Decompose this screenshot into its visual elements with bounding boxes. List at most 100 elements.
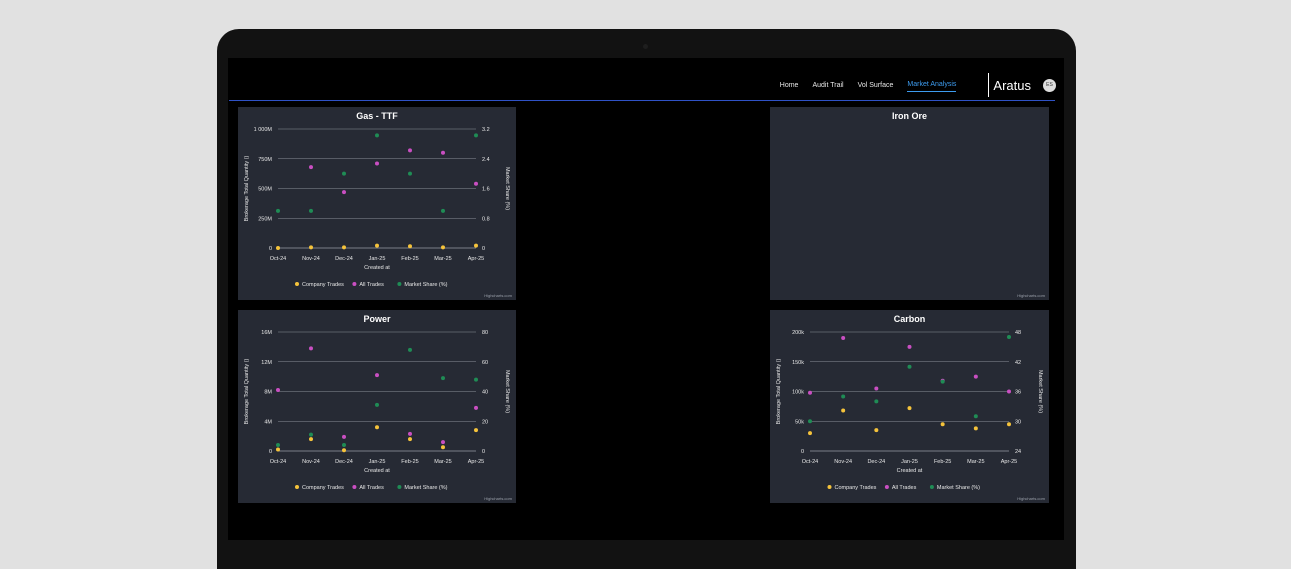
y-tick-label: 750M — [258, 157, 272, 163]
point-market-share — [474, 377, 478, 382]
legend-marker-market-share — [929, 485, 934, 489]
point-all-trades — [309, 165, 313, 170]
point-company-trades — [808, 431, 812, 436]
chart-title: Gas - TTF — [356, 111, 398, 121]
chart-carbon-svg: Carbon Highcharts.com 0 50k 100k 150k 200k 24 30… — [776, 314, 1046, 501]
x-tick-label: Nov-24 — [302, 256, 320, 262]
point-company-trades — [907, 406, 912, 411]
top-nav: Home Audit Trail Vol Surface Market Anal… — [780, 70, 1056, 100]
chart-power-svg: Power Highcharts.com 0 4M 8M 12M 16M 0 20 40 60 80 O… — [244, 314, 513, 501]
point-all-trades — [874, 386, 879, 391]
point-company-trades — [940, 422, 945, 427]
point-market-share — [276, 443, 280, 448]
y2-tick-label: 80 — [482, 330, 488, 336]
y-tick-label: 500M — [258, 187, 272, 193]
point-company-trades — [474, 243, 478, 248]
brand-logo: Aratus — [993, 77, 1031, 93]
point-all-trades — [841, 335, 846, 340]
x-tick-label: Apr-25 — [468, 256, 485, 262]
point-all-trades — [276, 388, 280, 393]
x-tick-label: Feb-25 — [934, 459, 951, 465]
x-tick-label: Apr-25 — [1001, 459, 1018, 465]
legend-label-market-share: Market Share (%) — [937, 485, 980, 491]
y2-tick-label: 1.6 — [482, 187, 490, 193]
point-company-trades — [441, 245, 445, 250]
point-all-trades — [375, 373, 379, 378]
chart-gas-ttf-svg: Gas - TTF Highcharts.com 0 250M 500M 750M 1 00… — [244, 111, 513, 298]
y2-axis-label: Market Share (%) — [1037, 370, 1043, 413]
legend-marker-company-trades — [827, 485, 832, 489]
point-company-trades — [276, 246, 280, 250]
y2-tick-label: 3.2 — [482, 127, 490, 133]
point-company-trades — [375, 425, 379, 430]
y2-tick-label: 2.4 — [482, 157, 490, 163]
point-all-trades — [375, 161, 379, 166]
x-tick-label: Oct-24 — [270, 256, 287, 262]
point-market-share — [940, 379, 945, 384]
x-tick-label: Nov-24 — [302, 459, 320, 465]
point-all-trades — [973, 374, 978, 379]
x-axis-label: Created at — [364, 468, 390, 474]
point-market-share — [474, 133, 478, 138]
y-tick-label: 0 — [269, 449, 272, 455]
point-company-trades — [309, 437, 313, 442]
point-market-share — [874, 399, 879, 404]
y-tick-label: 100k — [792, 390, 804, 396]
user-avatar[interactable]: ES — [1043, 78, 1056, 92]
x-tick-label: Mar-25 — [434, 459, 451, 465]
point-all-trades — [342, 190, 346, 195]
nav-market-analysis[interactable]: Market Analysis — [907, 78, 957, 92]
chart-credit: Highcharts.com — [484, 293, 512, 298]
y2-tick-label: 0.8 — [482, 216, 490, 222]
point-market-share — [408, 347, 412, 352]
legend-label-all-trades: All Trades — [359, 485, 384, 491]
point-company-trades — [276, 447, 280, 452]
point-all-trades — [1007, 389, 1011, 394]
legend-label-company-trades: Company Trades — [835, 485, 877, 491]
y2-tick-label: 0 — [482, 246, 485, 252]
app-screen: Home Audit Trail Vol Surface Market Anal… — [228, 58, 1064, 540]
x-tick-label: Oct-24 — [270, 459, 287, 465]
y2-tick-label: 24 — [1015, 449, 1021, 455]
y-tick-label: 8M — [264, 390, 272, 396]
legend-marker-market-share — [397, 485, 402, 489]
x-tick-label: Jan-25 — [369, 256, 386, 262]
y2-tick-label: 60 — [482, 360, 488, 366]
legend-label-company-trades: Company Trades — [302, 485, 344, 491]
point-market-share — [408, 171, 412, 176]
nav-vol-surface[interactable]: Vol Surface — [857, 81, 894, 89]
y-tick-label: 4M — [264, 419, 272, 425]
y2-tick-label: 20 — [482, 419, 488, 425]
point-company-trades — [408, 244, 412, 249]
point-market-share — [309, 432, 313, 437]
point-company-trades — [375, 243, 379, 248]
legend-label-market-share: Market Share (%) — [404, 485, 447, 491]
point-company-trades — [342, 245, 346, 250]
y-tick-label: 150k — [792, 360, 804, 366]
legend-label-market-share: Market Share (%) — [404, 282, 447, 288]
point-company-trades — [973, 426, 978, 431]
chart-power: Power Highcharts.com 0 4M 8M 12M 16M 0 20 40 60 80 O… — [238, 310, 516, 503]
point-market-share — [441, 376, 445, 381]
point-market-share — [309, 208, 313, 213]
y-tick-label: 1 000M — [254, 127, 273, 133]
y-axis-label: Brokerage Total Quantity () — [244, 359, 250, 425]
point-all-trades — [808, 390, 812, 395]
x-tick-label: Dec-24 — [335, 459, 353, 465]
nav-home[interactable]: Home — [779, 81, 799, 89]
legend-marker-all-trades — [352, 485, 357, 489]
x-tick-label: Nov-24 — [834, 459, 852, 465]
x-tick-label: Apr-25 — [468, 459, 485, 465]
y2-tick-label: 36 — [1015, 390, 1021, 396]
chart-iron-ore: Iron Ore Highcharts.com — [770, 107, 1049, 300]
brand-divider — [988, 73, 990, 97]
point-company-trades — [441, 445, 445, 450]
y-tick-label: 12M — [261, 360, 272, 366]
nav-audit-trail[interactable]: Audit Trail — [812, 81, 844, 89]
point-all-trades — [907, 344, 912, 349]
point-market-share — [441, 208, 445, 213]
point-market-share — [973, 414, 978, 419]
point-company-trades — [874, 428, 879, 433]
chart-title: Iron Ore — [892, 111, 927, 121]
y2-tick-label: 48 — [1015, 330, 1021, 336]
